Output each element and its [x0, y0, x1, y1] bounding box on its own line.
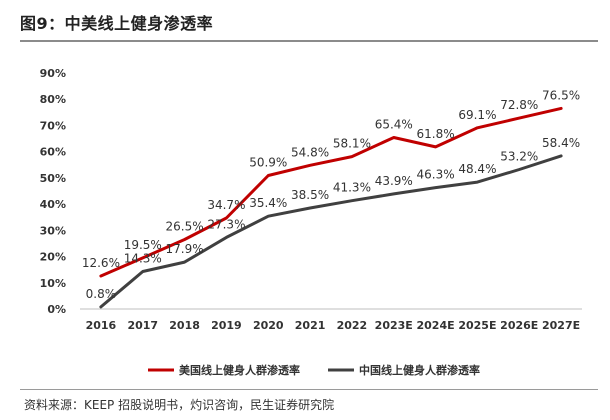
cn-data-label: 38.5% — [291, 188, 329, 202]
us-data-label: 54.8% — [291, 145, 329, 159]
y-tick-label: 30% — [40, 224, 66, 237]
us-data-label: 50.9% — [249, 156, 287, 170]
x-tick-label: 2022 — [337, 319, 368, 332]
us-data-label: 69.1% — [458, 108, 496, 122]
us-data-label: 72.8% — [500, 98, 538, 112]
source-divider — [20, 389, 598, 390]
us-data-label: 65.4% — [375, 118, 413, 132]
x-axis: 2016 2017 2018 2019 2020 2021 2022 2023E 2024E 20… — [80, 308, 582, 332]
x-tick-label: 2023E — [375, 319, 413, 332]
us-data-label: 26.5% — [166, 220, 204, 234]
cn-data-label: 46.3% — [417, 168, 455, 182]
cn-legend-label: 中国线上健身人群渗透率 — [359, 363, 480, 377]
legend: 美国线上健身人群渗透率 中国线上健身人群渗透率 — [148, 363, 480, 377]
x-tick-label: 2020 — [253, 319, 284, 332]
data-labels: 12.6% 19.5% 26.5%34.7% 50.9% 54.8% 58.1% 65.4%… — [82, 88, 580, 301]
cn-data-label: 41.3% — [333, 181, 371, 195]
us-legend-label: 美国线上健身人群渗透率 — [179, 363, 300, 377]
x-tick-label: 2026E — [500, 319, 538, 332]
series-lines — [99, 106, 563, 309]
y-tick-label: 90% — [40, 67, 66, 80]
y-tick-label: 20% — [40, 251, 66, 264]
source-note: 资料来源：KEEP 招股说明书，灼识咨询，民生证券研究院 — [24, 398, 335, 412]
us-data-label: 61.8% — [417, 127, 455, 141]
y-tick-label: 0% — [47, 303, 66, 316]
figure-title: 图9：中美线上健身渗透率 — [20, 14, 214, 33]
us-data-label: 34.7% — [207, 198, 245, 212]
x-tick-label: 2025E — [458, 319, 496, 332]
y-tick-label: 50% — [40, 172, 66, 185]
cn-data-label: 53.2% — [500, 149, 538, 163]
us-data-label: 58.1% — [333, 137, 371, 151]
cn-data-label: 0.8% — [86, 287, 117, 301]
x-tick-label: 2021 — [295, 319, 326, 332]
y-tick-label: 80% — [40, 93, 66, 106]
y-tick-label: 10% — [40, 277, 66, 290]
us-data-label: 76.5% — [542, 88, 580, 102]
us-data-label: 12.6% — [82, 256, 120, 270]
us-data-label: 19.5% — [124, 238, 162, 252]
cn-data-label: 14.3% — [124, 252, 162, 266]
x-tick-label: 2018 — [169, 319, 200, 332]
y-axis: 0% 10% 20% 30% 40% 50% 60% 70% 80% 90% — [40, 67, 66, 316]
title-divider — [20, 40, 598, 42]
x-tick-label: 2019 — [211, 319, 242, 332]
cn-series-line — [99, 154, 563, 309]
x-tick-label: 2017 — [127, 319, 158, 332]
cn-data-label: 58.4% — [542, 136, 580, 150]
x-tick-label: 2027E — [542, 319, 580, 332]
cn-data-label: 27.3% — [207, 217, 245, 231]
cn-data-label: 35.4% — [249, 196, 287, 210]
cn-data-label: 17.9% — [166, 242, 204, 256]
y-tick-label: 60% — [40, 146, 66, 159]
y-tick-label: 40% — [40, 198, 66, 211]
x-tick-label: 2024E — [417, 319, 455, 332]
y-tick-label: 70% — [40, 119, 66, 132]
cn-data-label: 43.9% — [375, 174, 413, 188]
x-tick-label: 2016 — [86, 319, 117, 332]
cn-data-label: 48.4% — [458, 162, 496, 176]
us-series-line — [99, 106, 563, 278]
